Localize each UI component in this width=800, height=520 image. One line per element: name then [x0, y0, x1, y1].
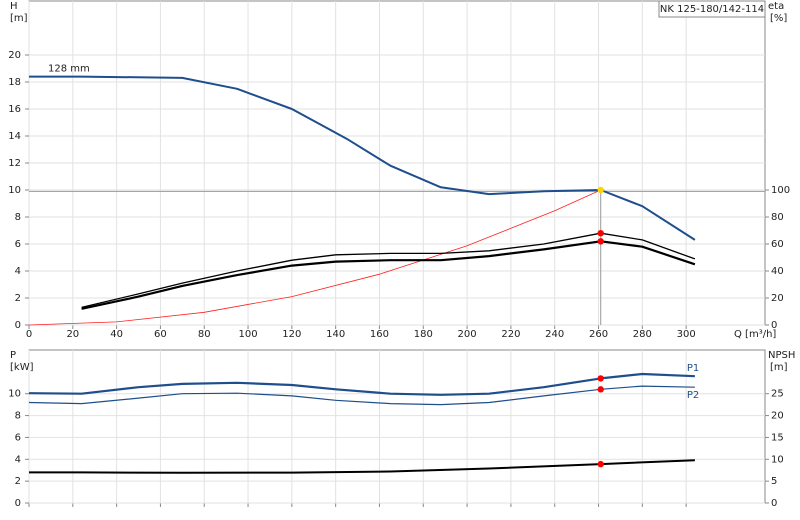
title-box — [658, 0, 766, 18]
y2-tick-label: 15 — [771, 432, 784, 443]
operating-point — [597, 386, 604, 393]
y-tick-label: 4 — [15, 454, 21, 465]
x-tick-label: 280 — [633, 329, 652, 340]
y-tick-label: 8 — [15, 212, 21, 223]
y2-axis-label: NPSH — [768, 350, 795, 361]
y2-tick-label: 0 — [771, 498, 777, 509]
curve — [28, 189, 601, 326]
x-tick-label: 240 — [545, 329, 564, 340]
y-tick-label: 10 — [8, 389, 21, 400]
x-axis-label: Q [m³/h] — [734, 329, 776, 340]
y-tick-label: 6 — [15, 239, 21, 250]
y2-axis-label: eta — [768, 1, 784, 12]
x-tick-label: 0 — [26, 329, 32, 340]
x-tick-label: 140 — [326, 329, 345, 340]
y-tick-label: 20 — [8, 50, 21, 61]
y2-tick-label: 25 — [771, 389, 784, 400]
x-tick-label: 180 — [414, 329, 433, 340]
y-tick-label: 0 — [15, 498, 21, 509]
curve — [28, 385, 695, 406]
x-tick-label: 300 — [677, 329, 696, 340]
y-tick-label: 4 — [15, 266, 21, 277]
x-tick-label: 160 — [370, 329, 389, 340]
annotation: 128 mm — [48, 64, 90, 75]
operating-point — [597, 375, 604, 382]
x-tick-label: 220 — [501, 329, 520, 340]
y2-tick-label: 5 — [771, 476, 777, 487]
y2-axis-unit: [m] — [770, 362, 788, 373]
y2-tick-label: 60 — [771, 239, 784, 250]
y2-tick-label: 40 — [771, 266, 784, 277]
y-tick-label: 0 — [15, 320, 21, 331]
y-tick-label: 10 — [8, 185, 21, 196]
x-tick-label: 100 — [239, 329, 258, 340]
curve — [29, 459, 695, 474]
operating-point — [597, 186, 604, 194]
y-tick-label: 2 — [15, 293, 21, 304]
x-tick-label: 260 — [589, 329, 608, 340]
operating-point — [597, 230, 604, 237]
chart-title: NK 125-180/142-114 — [660, 4, 764, 15]
plot-frame — [28, 349, 766, 504]
y-tick-label: 16 — [8, 104, 21, 115]
y2-tick-label: 10 — [771, 454, 784, 465]
y-axis-unit: [m] — [10, 13, 28, 24]
series-label: P1 — [687, 363, 699, 374]
y-axis-label: P — [10, 350, 16, 361]
x-tick-label: 200 — [458, 329, 477, 340]
y-tick-label: 8 — [15, 411, 21, 422]
y2-tick-label: 20 — [771, 293, 784, 304]
y2-tick-label: 100 — [771, 185, 790, 196]
x-tick-label: 80 — [198, 329, 211, 340]
operating-point — [597, 460, 604, 468]
y-tick-label: 12 — [8, 158, 21, 169]
x-tick-label: 20 — [66, 329, 79, 340]
curve — [28, 372, 695, 396]
x-tick-label: 60 — [154, 329, 167, 340]
y-tick-label: 6 — [15, 432, 21, 443]
y-axis-unit: [kW] — [10, 362, 34, 373]
x-tick-label: 120 — [282, 329, 301, 340]
y2-tick-label: 0 — [771, 320, 777, 331]
y2-tick-label: 80 — [771, 212, 784, 223]
operating-point — [597, 238, 604, 245]
y-tick-label: 18 — [8, 77, 21, 88]
y-tick-label: 14 — [8, 131, 21, 142]
y-tick-label: 2 — [15, 476, 21, 487]
y-axis-label: H — [10, 1, 18, 12]
series-label: P2 — [687, 390, 699, 401]
y2-axis-unit: [%] — [770, 13, 787, 24]
y2-tick-label: 20 — [771, 411, 784, 422]
x-tick-label: 40 — [110, 329, 123, 340]
